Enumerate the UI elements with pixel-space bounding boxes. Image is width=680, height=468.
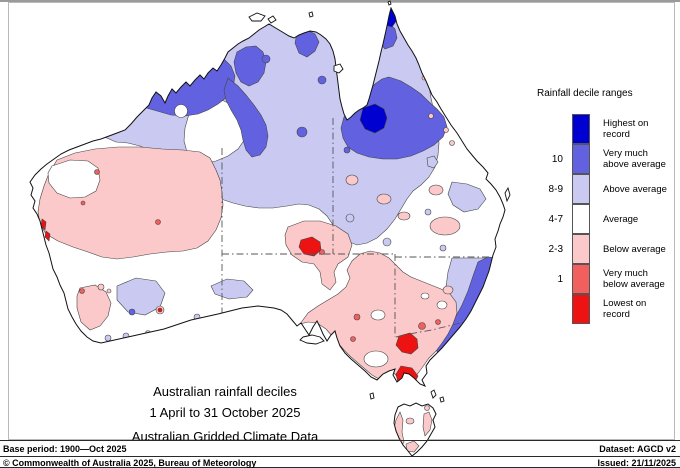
- map-dataset-title: Australian Gridded Climate Data: [131, 429, 319, 444]
- decile-regions: [37, 8, 501, 386]
- tasmania-coastline: [393, 402, 437, 457]
- legend-swatch-below-average: [572, 233, 590, 264]
- legend-swatch-very-much-above-average: [572, 143, 590, 174]
- legend-decile-range: 2-3: [548, 243, 563, 255]
- copyright-text: © Commonwealth of Australia 2025, Bureau…: [3, 458, 257, 468]
- legend-swatch-very-much-below-average: [572, 263, 590, 294]
- legend-label: Below average: [603, 243, 666, 255]
- map-date-range: 1 April to 31 October 2025: [149, 405, 301, 420]
- kimberley-white-hole: [174, 104, 188, 118]
- footer-divider-top: [0, 440, 680, 441]
- map-title: Australian rainfall deciles: [153, 384, 297, 399]
- islands: [248, 0, 511, 403]
- dataset-text: Dataset: AGCD v2: [599, 444, 676, 454]
- legend-label: Above average: [603, 183, 667, 195]
- legend-swatch-highest-on-record: [572, 113, 590, 144]
- legend-decile-range: 1: [557, 273, 563, 285]
- legend-title: Rainfall decile ranges: [537, 88, 633, 99]
- legend-row-above: 8-9 Above average: [537, 173, 677, 204]
- legend-decile-range: 10: [551, 153, 563, 165]
- legend-label: Very much below average: [603, 268, 665, 290]
- legend-row-very-much-above: 10 Very much above average: [537, 143, 677, 174]
- legend-swatch-lowest-on-record: [572, 293, 590, 324]
- legend-swatch-above-average: [572, 173, 590, 204]
- legend-row-highest: Highest on record: [537, 113, 677, 144]
- legend-label: Highest on record: [603, 118, 649, 140]
- rainfall-decile-legend: Rainfall decile ranges Highest on record…: [537, 88, 677, 324]
- map-frame: [8, 2, 675, 440]
- map-title-block: Australian rainfall deciles 1 April to 3…: [95, 383, 355, 445]
- legend-row-very-much-below: 1 Very much below average: [537, 263, 677, 294]
- legend-row-below: 2-3 Below average: [537, 233, 677, 264]
- legend-label: Very much above average: [603, 148, 666, 170]
- mainland-coastline: [29, 6, 506, 387]
- pink-region-white-holes: [47, 159, 448, 368]
- legend-label: Lowest on record: [603, 298, 647, 320]
- legend-decile-range: 4-7: [548, 213, 563, 225]
- issued-text: Issued: 21/11/2025: [597, 458, 676, 468]
- base-period-text: Base period: 1900—Oct 2025: [3, 444, 127, 454]
- legend-row-lowest: Lowest on record: [537, 293, 677, 324]
- state-borders: [221, 118, 498, 338]
- legend-swatch-average: [572, 203, 590, 234]
- top-border: [0, 0, 680, 2]
- legend-decile-range: 8-9: [548, 183, 563, 195]
- legend-label: Average: [603, 213, 639, 225]
- legend-row-average: 4-7 Average: [537, 203, 677, 234]
- footer-divider-middle: [0, 456, 680, 457]
